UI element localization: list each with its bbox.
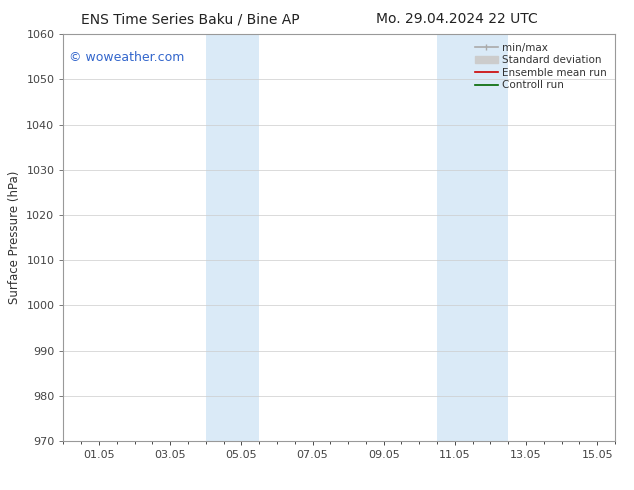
Legend: min/max, Standard deviation, Ensemble mean run, Controll run: min/max, Standard deviation, Ensemble me…: [472, 40, 610, 94]
Text: ENS Time Series Baku / Bine AP: ENS Time Series Baku / Bine AP: [81, 12, 299, 26]
Y-axis label: Surface Pressure (hPa): Surface Pressure (hPa): [8, 171, 21, 304]
Text: Mo. 29.04.2024 22 UTC: Mo. 29.04.2024 22 UTC: [375, 12, 538, 26]
Bar: [206, 34, 259, 441]
Bar: [437, 34, 508, 441]
Text: © woweather.com: © woweather.com: [69, 50, 184, 64]
